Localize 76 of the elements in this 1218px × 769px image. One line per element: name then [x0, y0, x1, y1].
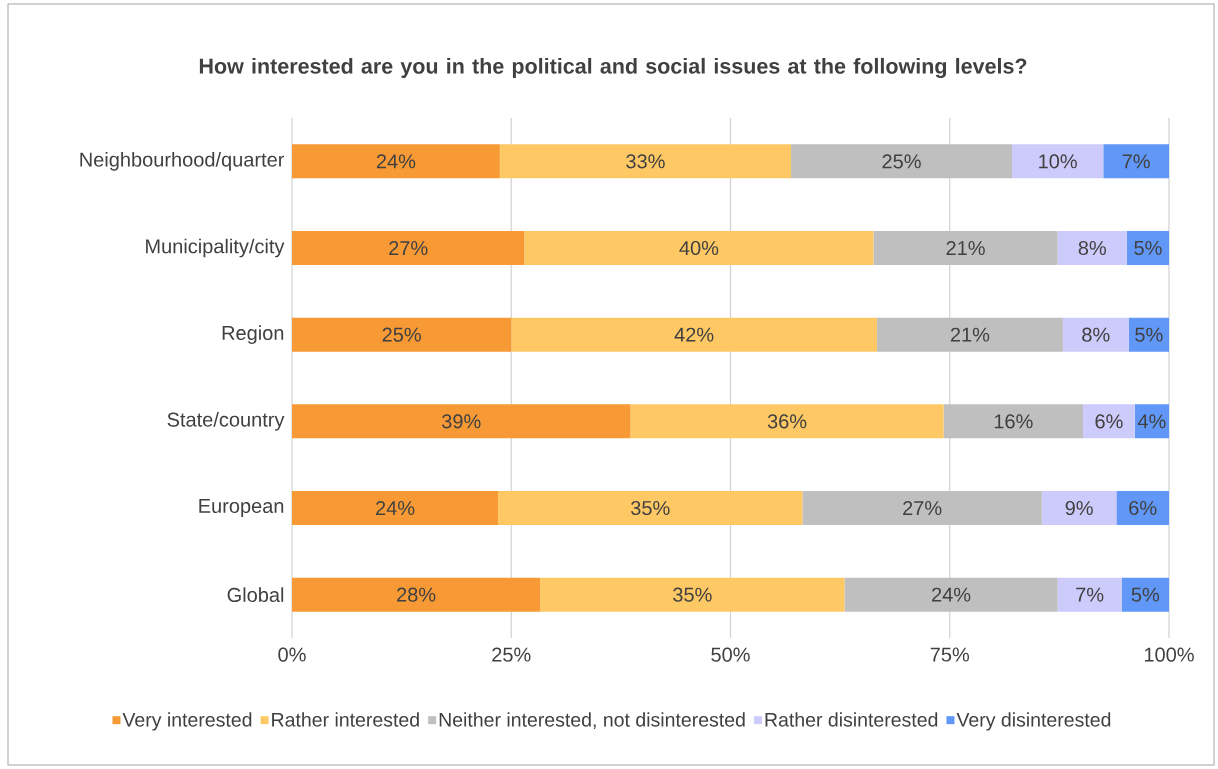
bar [1121, 577, 1170, 612]
bar [292, 231, 525, 266]
data-label: 35% [631, 500, 670, 516]
bar [1103, 144, 1170, 179]
data-label: 25% [882, 154, 921, 169]
data-label: 7% [1076, 587, 1104, 602]
data-label: 16% [994, 414, 1033, 429]
data-label: 9% [1065, 500, 1093, 516]
data-label: 8% [1082, 327, 1110, 342]
data-label: 25% [382, 327, 421, 342]
bar [1083, 404, 1135, 439]
data-label: 42% [674, 327, 714, 342]
bar [499, 144, 792, 179]
data-label: 40% [679, 240, 719, 256]
data-label: 5% [1135, 327, 1163, 342]
x-tick-label: 75% [930, 647, 970, 662]
data-label: 27% [903, 500, 942, 516]
bar [498, 491, 803, 526]
bar [1126, 231, 1170, 266]
legend-label: Very disinterested [956, 712, 1111, 731]
bar [791, 144, 1013, 179]
data-label: 7% [1122, 154, 1150, 169]
data-label: 5% [1134, 240, 1162, 256]
data-label: 33% [626, 154, 665, 169]
bar [1057, 577, 1122, 612]
bar [1116, 491, 1170, 526]
bar [630, 404, 944, 439]
bar [1041, 491, 1117, 526]
bar [511, 317, 877, 352]
bar [1057, 231, 1127, 266]
legend-label: Rather disinterested [765, 712, 938, 727]
y-tick-label: European [199, 499, 284, 517]
chart-title: How interested are you in the political and social issues at the following levels? [199, 57, 1027, 79]
data-label: 24% [932, 587, 971, 602]
legend-label: Neither interested, not disinterested [439, 712, 745, 729]
data-label: 6% [1129, 500, 1157, 516]
bar [540, 577, 845, 612]
bar [1062, 317, 1129, 352]
y-tick-label: Neighbourhood/quarter [80, 152, 285, 171]
bar [292, 491, 499, 526]
data-label: 35% [673, 587, 712, 602]
data-label: 24% [376, 500, 415, 516]
x-tick-label: 50% [711, 647, 750, 662]
bar [876, 317, 1063, 352]
data-label: 39% [442, 414, 481, 429]
data-label: 27% [389, 240, 428, 256]
bar [802, 491, 1042, 526]
y-tick-label: Global [227, 587, 284, 603]
x-tick-label: 100% [1144, 647, 1194, 662]
x-tick-label: 0% [278, 647, 306, 662]
data-label: 10% [1039, 154, 1077, 169]
data-label: 6% [1095, 414, 1123, 429]
x-tick-label: 25% [492, 647, 531, 662]
y-tick-label: Municipality/city [146, 238, 285, 258]
bar [292, 144, 500, 179]
legend-label: Very interested [122, 712, 252, 731]
bar [292, 577, 541, 612]
bar [292, 404, 631, 439]
bar [1012, 144, 1104, 179]
bar [524, 231, 874, 266]
data-label: 24% [376, 154, 416, 169]
bar [292, 317, 512, 352]
y-tick-label: Region [222, 325, 284, 344]
bar [873, 231, 1058, 266]
legend-label: Rather interested [272, 712, 419, 727]
y-tick-label: State/country [167, 412, 285, 431]
data-label: 28% [397, 587, 436, 602]
data-label: 21% [950, 327, 990, 342]
data-label: 36% [767, 414, 807, 429]
data-label: 8% [1078, 240, 1106, 256]
bar [844, 577, 1058, 612]
data-label: 4% [1137, 414, 1166, 429]
data-label: 5% [1131, 587, 1160, 602]
bar [943, 404, 1084, 439]
bar [1128, 317, 1170, 352]
data-label: 21% [946, 240, 985, 256]
